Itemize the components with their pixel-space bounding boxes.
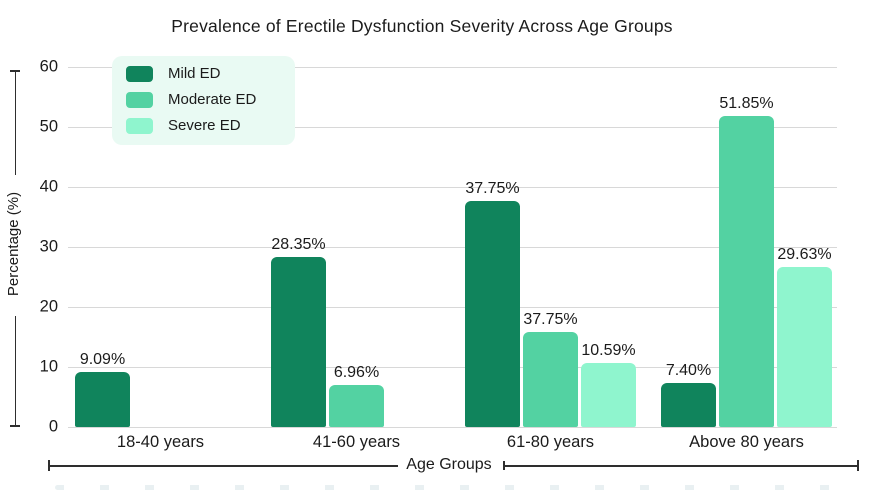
y-tick-label-10: 10	[39, 357, 58, 376]
x-axis-line-left	[49, 465, 398, 467]
bar-value-label: 6.96%	[333, 364, 380, 382]
legend-label: Severe ED	[168, 117, 241, 134]
gridline-20	[68, 306, 837, 308]
bar-mild-group1[interactable]	[271, 256, 326, 427]
x-axis-title: Age Groups	[406, 456, 492, 473]
y-axis-bottom-cap	[10, 425, 20, 427]
gridline-40	[68, 186, 837, 188]
cropped-bottom-artifact	[55, 485, 863, 490]
legend-item-moderate[interactable]: Moderate ED	[126, 91, 281, 108]
bar-value-label: 37.75%	[465, 179, 520, 197]
bar-mild-group3[interactable]	[661, 382, 716, 427]
bar-severe-group3[interactable]	[777, 266, 832, 427]
plot-area: 9.09% 28.35% 6.96% 37.75% 37.75% 10.59% 7.40% 5…	[68, 66, 837, 428]
y-tick-label-20: 20	[39, 297, 58, 316]
y-tick-label-50: 50	[39, 117, 58, 136]
x-axis-line-right	[504, 465, 858, 467]
gridline-50	[68, 126, 837, 128]
bar-moderate-group2[interactable]	[523, 332, 578, 427]
gridline-60	[68, 66, 837, 68]
legend-swatch-severe	[126, 117, 153, 134]
category-label-0: 18-40 years	[116, 433, 205, 451]
category-label-1: 41-60 years	[312, 433, 401, 451]
bar-severe-group2[interactable]	[581, 363, 636, 427]
y-tick-label-60: 60	[39, 57, 58, 76]
legend-item-severe[interactable]: Severe ED	[126, 117, 281, 134]
bar-moderate-group1[interactable]	[329, 385, 384, 427]
bar-value-label: 51.85%	[719, 94, 774, 112]
x-axis-right-cap	[857, 460, 859, 471]
y-tick-label-0: 0	[48, 417, 58, 436]
gridline-0	[68, 426, 837, 428]
gridline-10	[68, 366, 837, 368]
y-axis-line-lower	[14, 316, 16, 426]
legend-swatch-moderate	[126, 91, 153, 108]
legend-item-mild[interactable]: Mild ED	[126, 65, 281, 82]
y-tick-label-40: 40	[39, 177, 58, 196]
bar-value-label: 28.35%	[271, 235, 326, 253]
legend: Mild ED Moderate ED Severe ED	[112, 56, 295, 145]
y-tick-label-30: 30	[39, 237, 58, 256]
y-axis-line-upper	[14, 70, 16, 175]
legend-swatch-mild	[126, 65, 153, 82]
bar-mild-group0[interactable]	[75, 372, 130, 427]
bar-value-label: 10.59%	[581, 342, 636, 360]
category-label-3: Above 80 years	[689, 433, 804, 451]
gridline-30	[68, 246, 837, 248]
x-axis-inner-tick	[503, 461, 505, 470]
bar-value-label: 7.40%	[665, 361, 712, 379]
bar-moderate-group3[interactable]	[719, 115, 774, 427]
category-label-2: 61-80 years	[506, 433, 595, 451]
bar-value-label: 9.09%	[79, 351, 126, 369]
bar-value-label: 29.63%	[777, 245, 832, 263]
legend-label: Mild ED	[168, 65, 221, 82]
bar-value-label: 37.75%	[523, 311, 578, 329]
chart-title: Prevalence of Erectile Dysfunction Sever…	[171, 16, 673, 36]
x-axis-left-cap	[48, 460, 50, 471]
bar-mild-group2[interactable]	[465, 200, 520, 427]
legend-label: Moderate ED	[168, 91, 257, 108]
